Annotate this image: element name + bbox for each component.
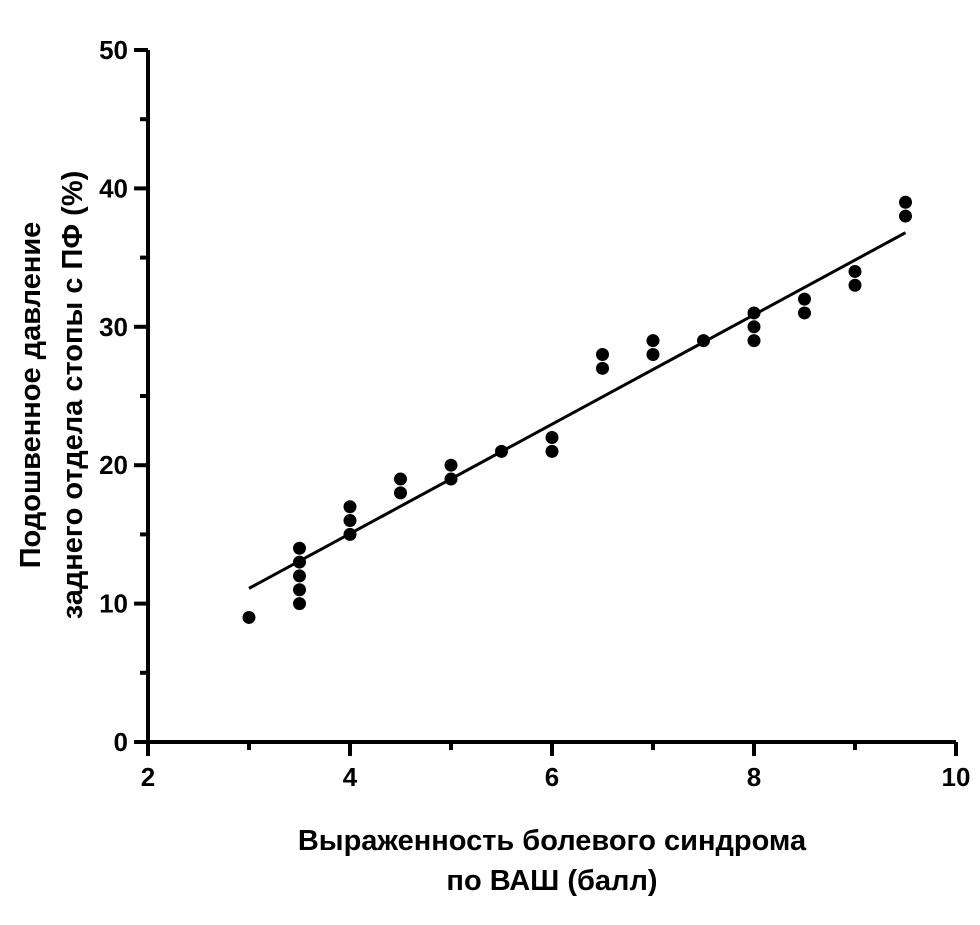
data-point [848, 278, 862, 292]
data-point [293, 569, 306, 583]
x-tick-label: 6 [545, 762, 559, 792]
data-point [848, 264, 862, 278]
data-point [697, 334, 710, 348]
data-point [545, 444, 559, 458]
y-tick-label: 0 [114, 727, 128, 757]
data-points [242, 195, 912, 624]
y-tick-label: 10 [99, 589, 128, 619]
data-point [646, 347, 660, 361]
y-tick-label: 40 [99, 173, 128, 203]
x-tick-label: 4 [343, 762, 358, 792]
data-point [495, 444, 508, 458]
y-tick-label: 30 [99, 312, 128, 342]
data-point [343, 527, 357, 541]
axes [146, 50, 956, 744]
data-point [293, 583, 306, 597]
y-axis-title-line-1: Подошвенное давление [15, 222, 47, 569]
y-axis-title-line-2: заднего отдела стопы с ПФ (%) [57, 171, 89, 620]
data-point [394, 486, 407, 500]
data-point [444, 472, 458, 486]
data-point [646, 334, 660, 348]
y-axis-ticks: 0 10 20 30 40 50 [99, 35, 148, 757]
regression-line [248, 231, 907, 590]
data-point [242, 610, 256, 624]
x-axis-title-line-2: по ВАШ (балл) [446, 865, 657, 897]
data-point [747, 306, 761, 320]
trend-line-group [248, 231, 907, 590]
x-axis-ticks: 2 4 6 8 10 [141, 742, 971, 792]
data-point [798, 292, 811, 306]
data-point [899, 209, 912, 223]
data-point [747, 320, 761, 334]
data-point [293, 555, 306, 569]
data-point [293, 541, 306, 555]
x-tick-label: 8 [747, 762, 761, 792]
data-point [596, 347, 609, 361]
x-tick-label: 10 [942, 762, 971, 792]
data-point [343, 514, 357, 528]
data-point [444, 458, 458, 472]
data-point [596, 361, 609, 375]
x-axis-title-line-1: Выраженность болевого синдрома [298, 825, 807, 857]
x-tick-label: 2 [141, 762, 155, 792]
data-point [899, 195, 912, 209]
data-point [545, 431, 559, 445]
data-point [394, 472, 407, 486]
data-point [343, 500, 357, 514]
data-point [293, 597, 306, 611]
data-point [798, 306, 811, 320]
data-point [747, 334, 761, 348]
y-tick-label: 20 [99, 450, 128, 480]
y-tick-label: 50 [99, 35, 128, 65]
